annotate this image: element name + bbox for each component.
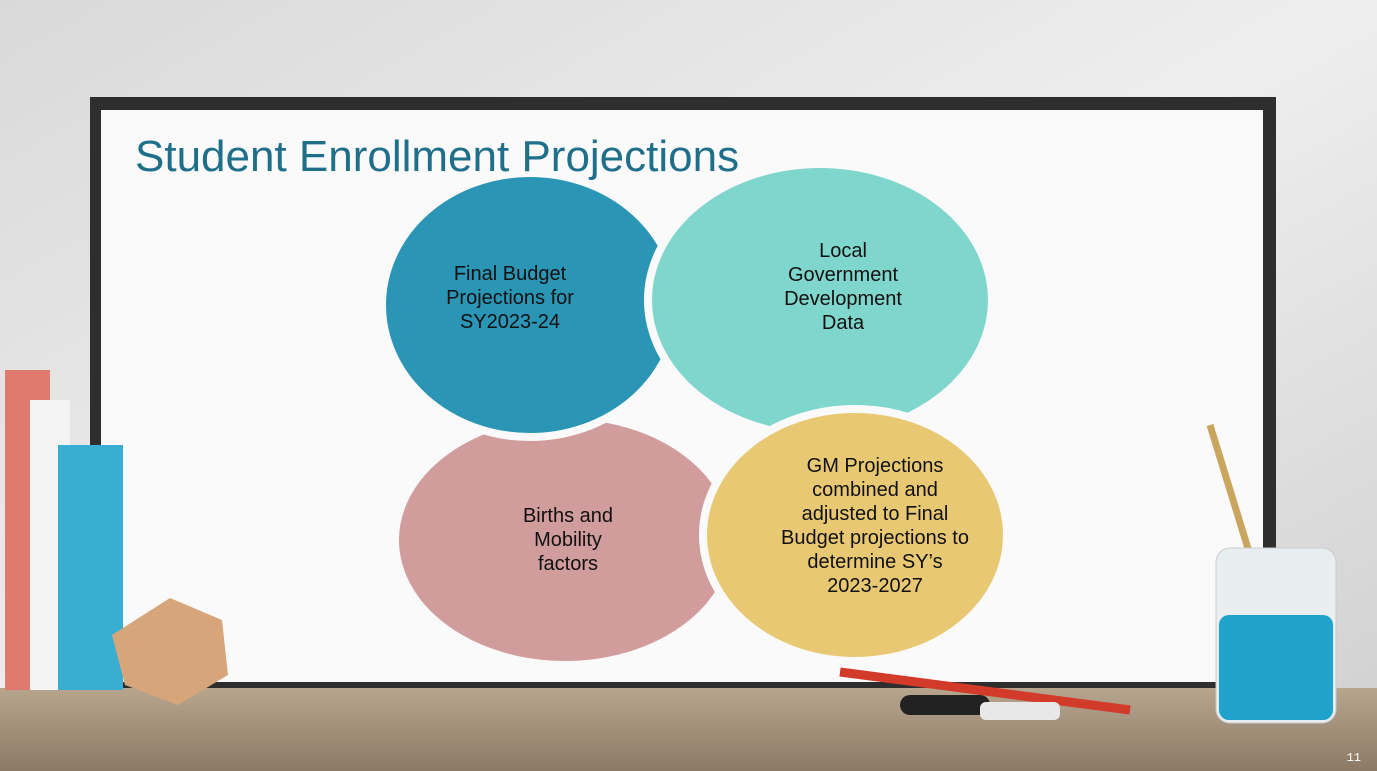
background <box>0 0 1377 771</box>
book <box>58 445 123 690</box>
circle-label: Births and Mobility factors <box>512 504 624 576</box>
water <box>1219 615 1333 720</box>
circle-label: Local Government Development Data <box>781 239 906 335</box>
circle-label: GM Projections combined and adjusted to … <box>780 454 970 598</box>
shelf <box>0 688 1377 771</box>
title: Student Enrollment Projections <box>135 132 739 182</box>
circle-label: Final Budget Projections for SY2023-24 <box>428 262 593 334</box>
page-number: 11 <box>1347 751 1361 765</box>
eraser <box>980 702 1060 720</box>
slide: Student Enrollment Projections Final Bud… <box>0 0 1377 771</box>
marker <box>900 695 990 715</box>
